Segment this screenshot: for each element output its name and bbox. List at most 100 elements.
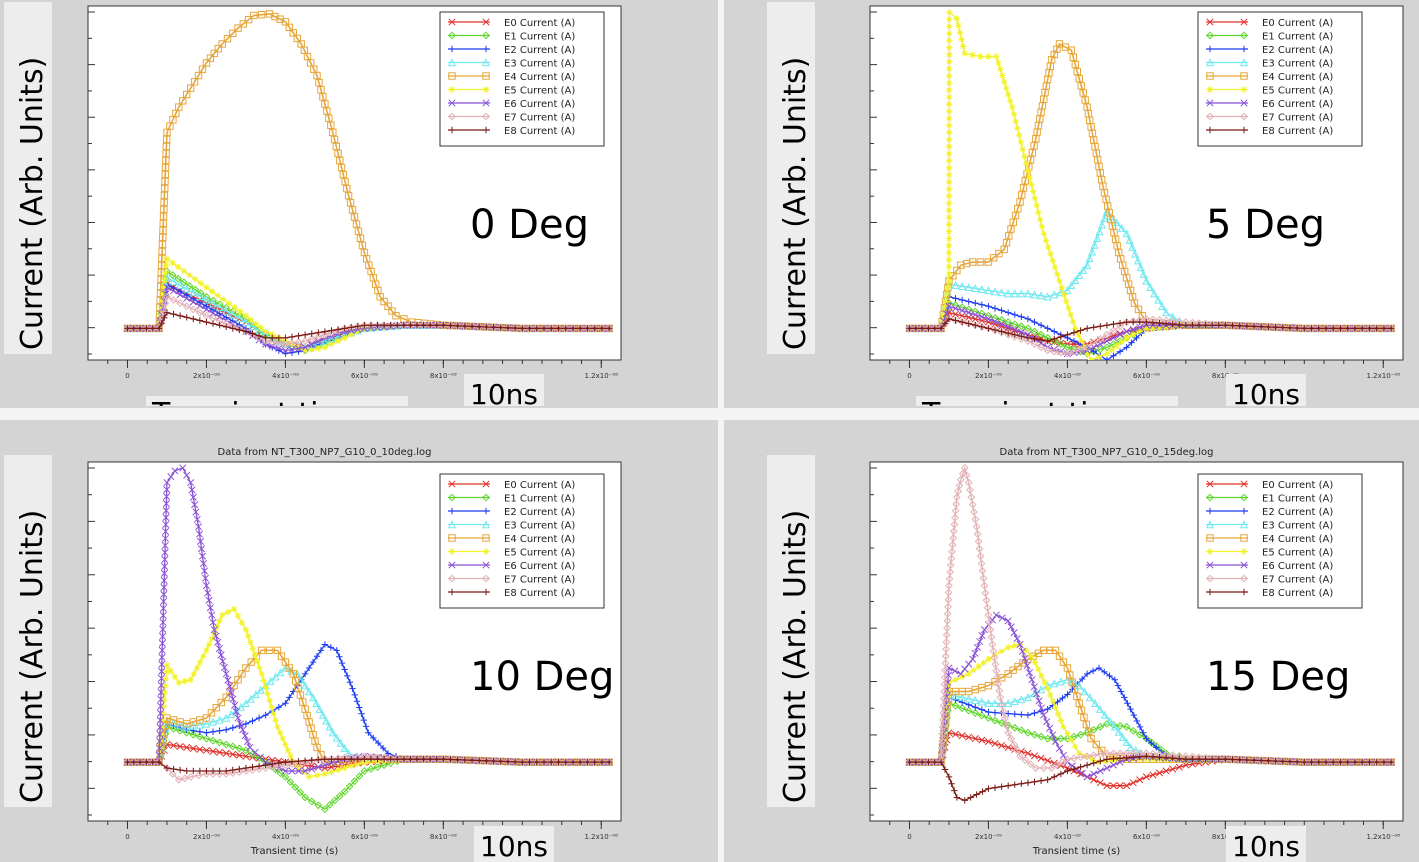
series-point-5	[945, 129, 953, 136]
series-point-8	[354, 323, 361, 330]
legend-label: E2 Current (A)	[504, 507, 575, 518]
series-point-2	[1064, 691, 1071, 698]
series-group	[905, 463, 1396, 804]
legend-label: E4 Current (A)	[1262, 72, 1333, 83]
series-point-8	[308, 330, 315, 337]
series-point-5	[284, 747, 292, 754]
series-point-2	[998, 307, 1005, 314]
series-point-8	[1387, 758, 1395, 766]
series-point-2	[317, 647, 325, 654]
series-point-6	[1004, 617, 1012, 625]
series-point-5	[242, 312, 250, 319]
series-point-4	[329, 128, 337, 137]
series-point-8	[1057, 333, 1065, 341]
series-point-5	[211, 629, 218, 636]
series-point-2	[209, 728, 217, 735]
series-point-5	[993, 53, 1000, 60]
x-tick-label: 2x10⁻⁰⁹	[975, 833, 1002, 841]
series-point-6	[1103, 764, 1111, 772]
series-point-0	[1030, 752, 1039, 760]
series-point-1	[1142, 734, 1151, 743]
series-point-2	[222, 314, 230, 321]
series-point-7	[195, 308, 204, 317]
series-point-1	[997, 719, 1006, 727]
series-point-8	[1215, 756, 1222, 763]
series-point-0	[1103, 782, 1111, 790]
legend-marker	[1240, 99, 1248, 107]
series-point-1	[964, 706, 973, 715]
series-point-2	[1079, 675, 1086, 683]
series-point-5	[1056, 277, 1063, 285]
series-point-4	[1051, 646, 1060, 655]
series-point-7	[976, 552, 985, 561]
series-point-5	[1047, 250, 1054, 258]
series-point-2	[216, 727, 223, 734]
series-point-4	[317, 86, 325, 94]
series-point-2	[985, 708, 992, 716]
angle-annotation: 10 Deg	[470, 654, 614, 700]
legend: E0 Current (A)E1 Current (A)E2 Current (…	[1197, 473, 1363, 609]
series-point-8	[1301, 758, 1308, 766]
series-point-8	[1202, 322, 1209, 329]
series-point-4	[1077, 706, 1086, 715]
series-point-3	[325, 722, 334, 731]
series-point-2	[309, 658, 317, 666]
legend-marker	[1240, 480, 1248, 488]
series-point-6	[1040, 711, 1048, 719]
series-point-7	[946, 568, 955, 576]
legend-marker	[448, 99, 456, 107]
series-point-1	[325, 800, 334, 809]
series-point-7	[453, 321, 462, 330]
series-point-6	[961, 665, 969, 673]
series-point-5	[970, 666, 977, 674]
series-point-5	[945, 185, 953, 193]
series-point-8	[1315, 758, 1322, 766]
series-point-2	[1116, 348, 1124, 355]
series-point-8	[991, 326, 999, 334]
series-point-1	[360, 767, 369, 775]
series-point-7	[1002, 721, 1011, 730]
series-point-8	[918, 325, 926, 332]
series-point-4	[968, 258, 977, 266]
series-point-8	[1116, 319, 1124, 327]
series-point-7	[1024, 337, 1032, 345]
series-point-7	[1010, 740, 1019, 749]
series-point-7	[940, 673, 949, 682]
series-point-0	[1109, 782, 1118, 790]
series-point-2	[1004, 710, 1012, 717]
series-point-5	[208, 635, 215, 642]
series-point-8	[979, 788, 986, 795]
series-point-3	[1090, 240, 1099, 249]
series-point-8	[282, 758, 289, 766]
series-point-6	[295, 344, 303, 352]
series-point-3	[209, 299, 218, 308]
series-point-4	[158, 247, 166, 256]
legend-marker	[448, 561, 456, 569]
series-point-6	[155, 751, 163, 759]
series-point-6	[201, 574, 210, 582]
series-point-2	[313, 653, 321, 660]
series-point-5	[1072, 743, 1079, 750]
series-point-5	[1109, 757, 1117, 764]
series-point-1	[1102, 719, 1111, 728]
legend-label: E0 Current (A)	[504, 18, 575, 29]
series-point-8	[490, 757, 497, 765]
series-point-8	[413, 322, 421, 329]
series-point-5	[945, 143, 953, 150]
series-point-8	[236, 765, 243, 773]
series-point-8	[1337, 758, 1344, 766]
legend-label: E3 Current (A)	[504, 59, 575, 70]
series-point-5	[181, 678, 188, 685]
series-point-5	[946, 37, 953, 44]
scale-note-box	[1226, 374, 1306, 406]
series-point-1	[1037, 732, 1045, 741]
series-point-6	[159, 632, 167, 640]
series-point-7	[943, 616, 952, 625]
series-point-2	[255, 714, 263, 722]
series-point-5	[254, 658, 261, 665]
x-tick-label: 1.2x10⁻⁰⁸	[585, 372, 619, 380]
series-point-6	[156, 709, 165, 717]
series-point-8	[288, 333, 296, 341]
series-point-8	[155, 758, 163, 766]
series-point-7	[1372, 324, 1381, 333]
